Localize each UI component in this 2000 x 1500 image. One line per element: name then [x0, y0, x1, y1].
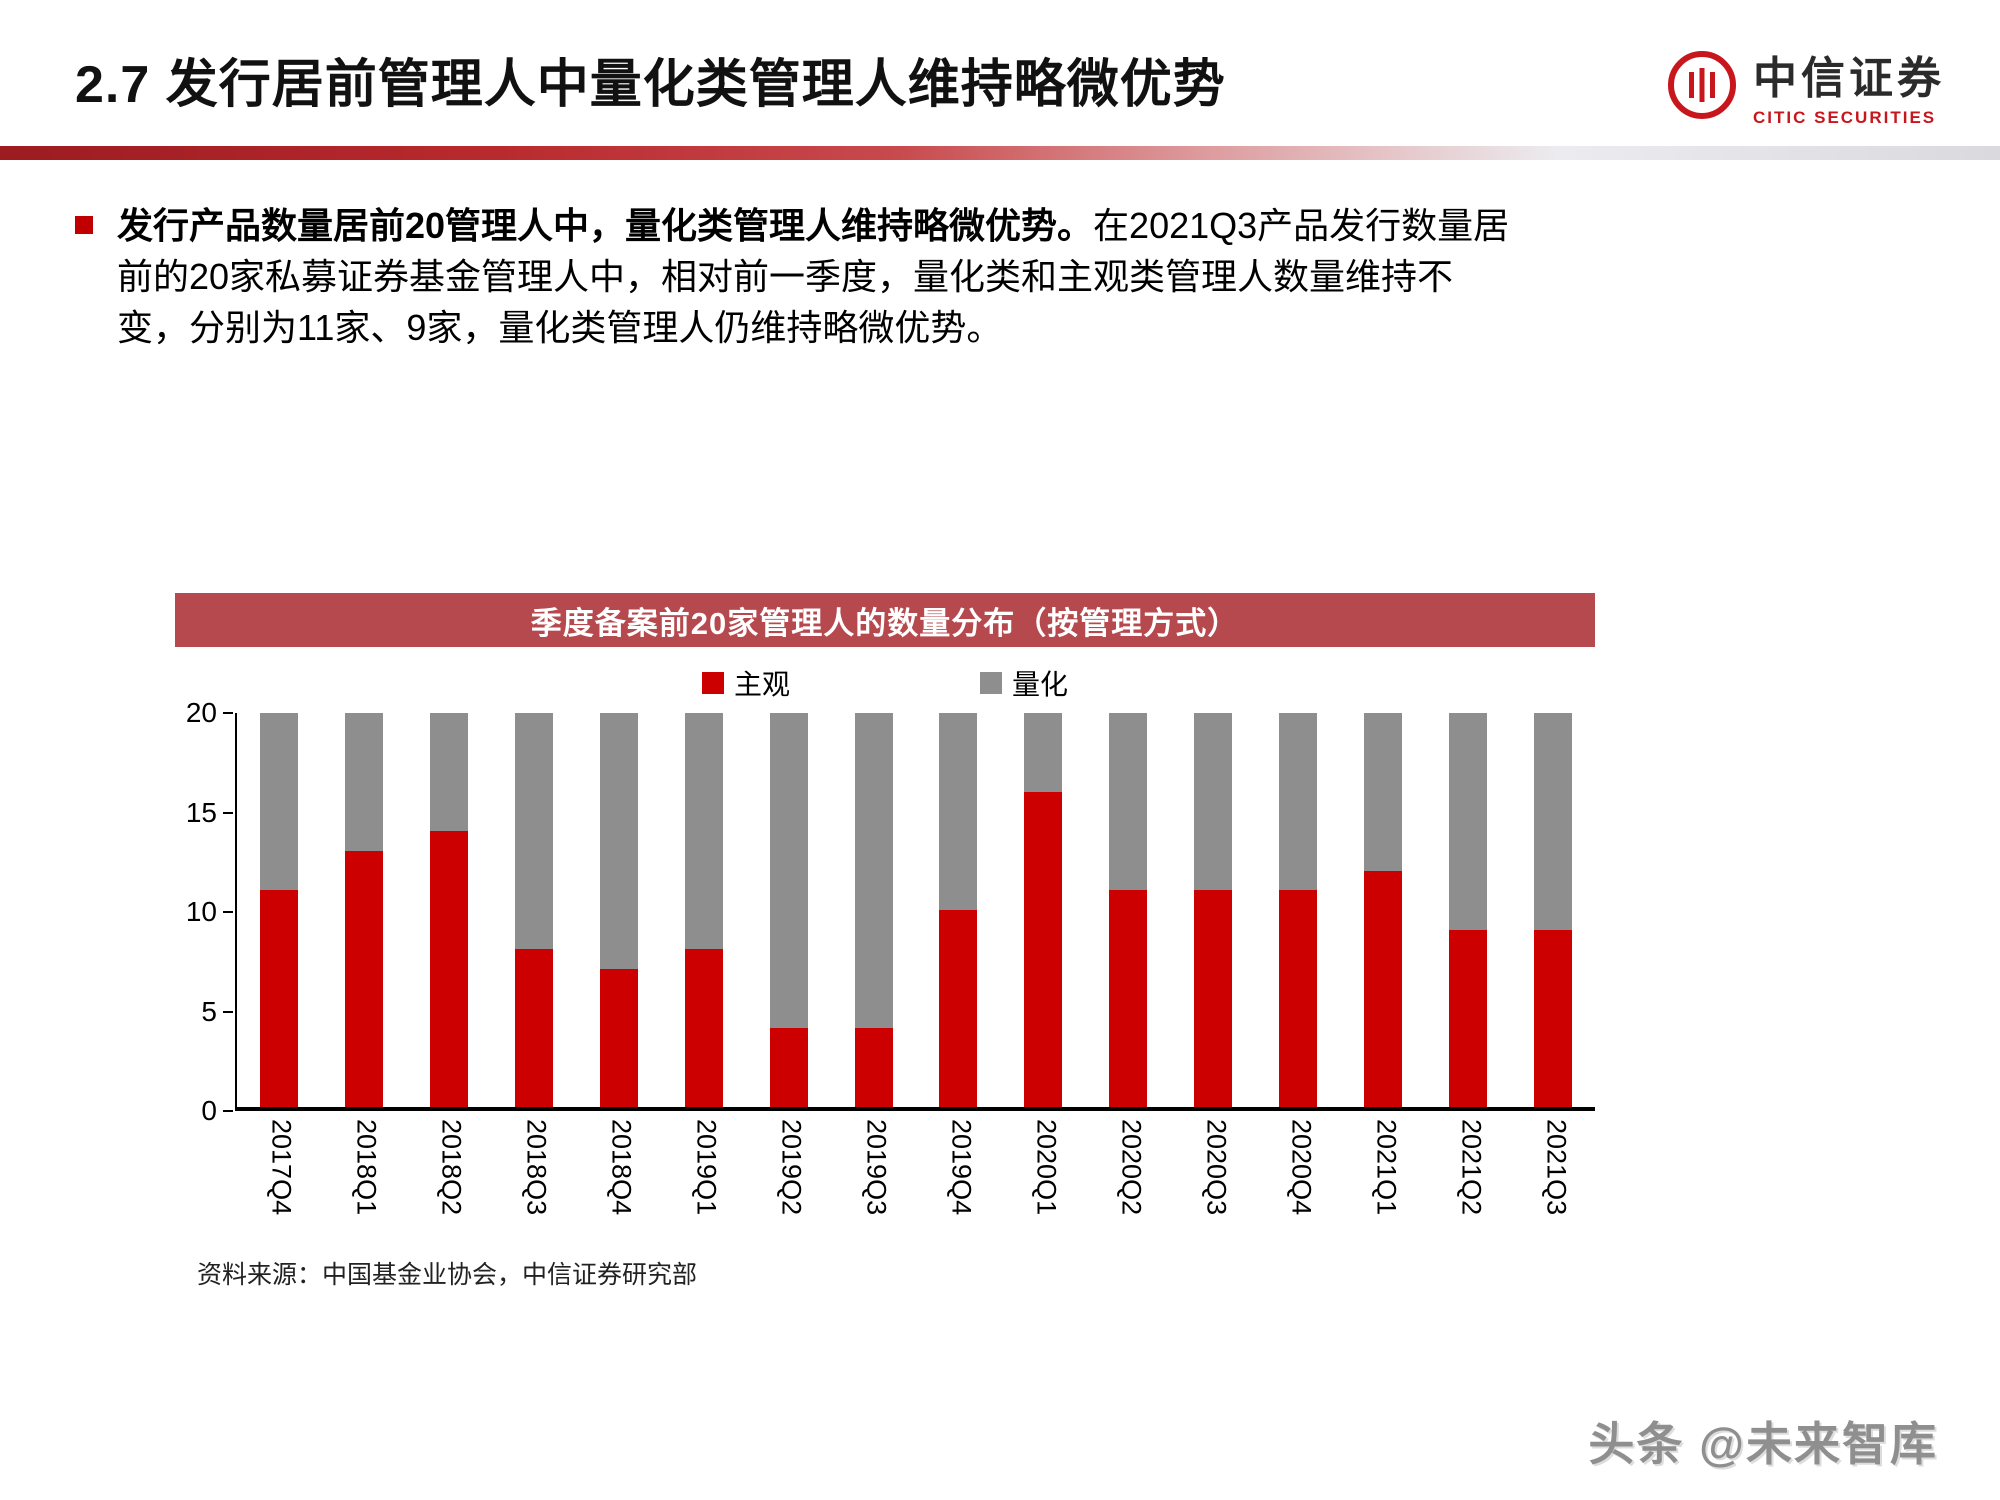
x-axis-label: 2020Q2 — [1116, 1119, 1147, 1216]
bar-segment-subjective — [1278, 890, 1317, 1107]
bar-segment-quant — [1024, 713, 1063, 792]
x-axis-label: 2018Q2 — [436, 1119, 467, 1216]
stacked-bar — [599, 713, 638, 1107]
bars-region — [235, 713, 1595, 1111]
x-axis-label: 2021Q2 — [1456, 1119, 1487, 1216]
chart-card: 季度备案前20家管理人的数量分布（按管理方式） 主观 量化 0 5 10 15 20 2… — [175, 593, 1595, 1291]
stacked-bar — [430, 713, 469, 1107]
bar-segment-quant — [1533, 713, 1572, 930]
stacked-bar — [260, 713, 299, 1107]
bar-segment-quant — [684, 713, 723, 950]
watermark: 头条 @未来智库 — [1588, 1418, 1938, 1470]
body-text-lead: 发行产品数量居前20管理人中，量化类管理人维持略微优势。 — [117, 205, 1094, 246]
bar-segment-subjective — [599, 969, 638, 1107]
page-title: 2.7 发行居前管理人中量化类管理人维持略微优势 — [75, 56, 1226, 114]
stacked-bar — [854, 713, 893, 1107]
logo-chinese-name: 中信证券 — [1753, 54, 1945, 103]
stacked-bar — [939, 713, 978, 1107]
stacked-bar — [1448, 713, 1487, 1107]
legend-label-quant: 量化 — [1012, 669, 1069, 700]
bar-segment-subjective — [345, 850, 384, 1107]
bar-segment-quant — [1278, 713, 1317, 891]
stacked-bar — [1024, 713, 1063, 1107]
stacked-bar — [1109, 713, 1148, 1107]
legend-swatch-quant — [980, 672, 1002, 694]
x-axis-label: 2018Q3 — [521, 1119, 552, 1216]
body-text: 发行产品数量居前20管理人中，量化类管理人维持略微优势。在2021Q3产品发行数… — [117, 200, 1512, 353]
bar-segment-subjective — [260, 890, 299, 1107]
bar-segment-quant — [1363, 713, 1402, 871]
source-note: 资料来源：中国基金业协会，中信证券研究部 — [197, 1261, 698, 1289]
stacked-bar — [345, 713, 384, 1107]
stacked-bar — [769, 713, 808, 1107]
stacked-bar — [684, 713, 723, 1107]
x-axis-labels: 2017Q4 2018Q1 2018Q2 2018Q3 2018Q4 2019Q1 2019… — [235, 1119, 1595, 1239]
bar-segment-subjective — [684, 949, 723, 1107]
legend-swatch-subjective — [701, 672, 724, 694]
y-axis-tick-label: 15 — [186, 798, 235, 827]
x-axis-label: 2019Q3 — [861, 1119, 892, 1216]
bar-segment-quant — [769, 713, 808, 1029]
bar-segment-quant — [939, 713, 978, 910]
citic-logo-text: 中信证券 CITIC SECURITIES — [1753, 42, 1945, 128]
chart-title: 季度备案前20家管理人的数量分布（按管理方式） — [175, 593, 1595, 647]
chart-legend: 主观 量化 — [175, 663, 1595, 703]
bars-wrap: 2017Q4 2018Q1 2018Q2 2018Q3 2018Q4 2019Q1 2019… — [235, 713, 1595, 1239]
bar-segment-quant — [260, 713, 299, 891]
stacked-bar — [515, 713, 554, 1107]
y-axis-tick-label: 20 — [186, 699, 235, 727]
bar-segment-subjective — [1194, 890, 1233, 1107]
bar-segment-quant — [1194, 713, 1233, 891]
x-axis-label: 2018Q1 — [351, 1119, 382, 1216]
citic-logo-icon — [1668, 51, 1736, 119]
x-axis-label: 2019Q1 — [691, 1119, 722, 1216]
bar-segment-quant — [1109, 713, 1148, 891]
bullet-marker-icon — [75, 216, 93, 234]
stacked-bar — [1533, 713, 1572, 1107]
bar-segment-subjective — [1363, 870, 1402, 1107]
stacked-bar — [1363, 713, 1402, 1107]
x-axis-label: 2019Q2 — [776, 1119, 807, 1216]
y-axis-tick-label: 0 — [201, 1097, 235, 1125]
y-axis: 0 5 10 15 20 — [175, 699, 235, 1125]
bar-segment-subjective — [1533, 929, 1572, 1107]
legend-item-subjective: 主观 — [701, 663, 790, 703]
stacked-bar — [1194, 713, 1233, 1107]
x-axis-label: 2020Q1 — [1031, 1119, 1062, 1216]
x-axis-label: 2020Q3 — [1201, 1119, 1232, 1216]
logo-english-name: CITIC SECURITIES — [1753, 108, 1937, 127]
bar-segment-subjective — [769, 1028, 808, 1107]
legend-item-quant: 量化 — [980, 663, 1068, 703]
citic-logo: 中信证券 CITIC SECURITIES — [1665, 42, 1945, 128]
body-text-rest: 在2021Q3产品发行数量居前的20家私募证券基金管理人中，相对前一季度，量化类… — [117, 205, 1510, 349]
bar-segment-quant — [515, 713, 554, 950]
x-axis-label: 2020Q4 — [1286, 1119, 1317, 1216]
bar-segment-subjective — [515, 949, 554, 1107]
x-axis-label: 2021Q1 — [1371, 1119, 1402, 1216]
x-axis-label: 2019Q4 — [946, 1119, 977, 1216]
header-divider-bar — [0, 146, 2000, 160]
bar-segment-quant — [1448, 713, 1487, 930]
x-axis-label: 2021Q3 — [1541, 1119, 1572, 1216]
bar-segment-quant — [854, 713, 893, 1029]
chart-plot-area: 0 5 10 15 20 2017Q4 2018Q1 2018Q2 2018Q3 2018Q4 2… — [175, 699, 1595, 1239]
legend-label-subjective: 主观 — [733, 669, 790, 700]
bar-segment-subjective — [939, 910, 978, 1107]
bar-segment-quant — [430, 713, 469, 832]
bar-segment-subjective — [430, 831, 469, 1107]
bar-segment-subjective — [1109, 890, 1148, 1107]
y-axis-tick-label: 10 — [186, 898, 235, 926]
stacked-bar — [1278, 713, 1317, 1107]
y-axis-tick-label: 5 — [201, 997, 235, 1026]
bar-segment-quant — [599, 713, 638, 970]
x-axis-label: 2018Q4 — [606, 1119, 637, 1216]
bar-segment-quant — [345, 713, 384, 851]
bullet-paragraph: 发行产品数量居前20管理人中，量化类管理人维持略微优势。在2021Q3产品发行数… — [75, 200, 1512, 353]
bar-segment-subjective — [1024, 791, 1063, 1107]
bar-segment-subjective — [854, 1028, 893, 1107]
x-axis-label: 2017Q4 — [266, 1119, 297, 1216]
bar-segment-subjective — [1448, 929, 1487, 1107]
